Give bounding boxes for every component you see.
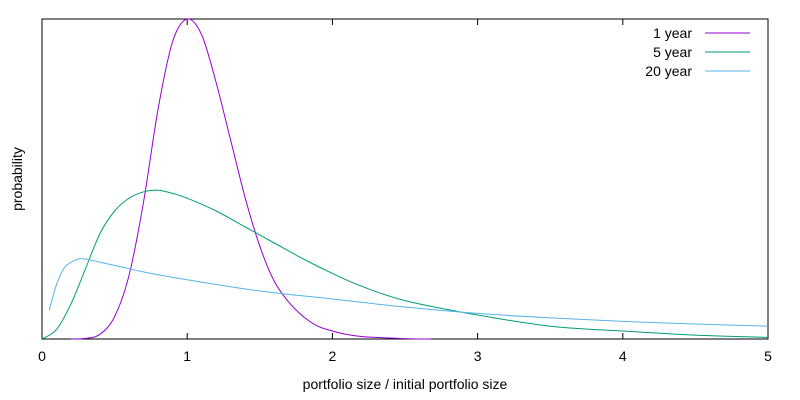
series-line-1	[71, 18, 432, 340]
x-tick-label: 0	[38, 348, 46, 364]
x-tick-label: 5	[764, 348, 772, 364]
x-tick-label: 1	[183, 348, 191, 364]
series-lines	[41, 18, 769, 340]
series-line-3	[48, 258, 769, 327]
x-tick-label: 3	[474, 348, 482, 364]
x-tick-label: 4	[619, 348, 627, 364]
legend: 1 year 5 year 20 year	[645, 25, 750, 79]
x-axis-label: portfolio size / initial portfolio size	[303, 376, 508, 392]
y-axis-label: probability	[9, 147, 25, 211]
legend-label: 20 year	[645, 63, 692, 79]
x-axis-ticks: 0 1 2 3 4 5	[38, 19, 772, 364]
x-tick-label: 2	[329, 348, 337, 364]
legend-label: 5 year	[653, 44, 692, 60]
legend-label: 1 year	[653, 25, 692, 41]
series-line-2	[41, 189, 769, 340]
